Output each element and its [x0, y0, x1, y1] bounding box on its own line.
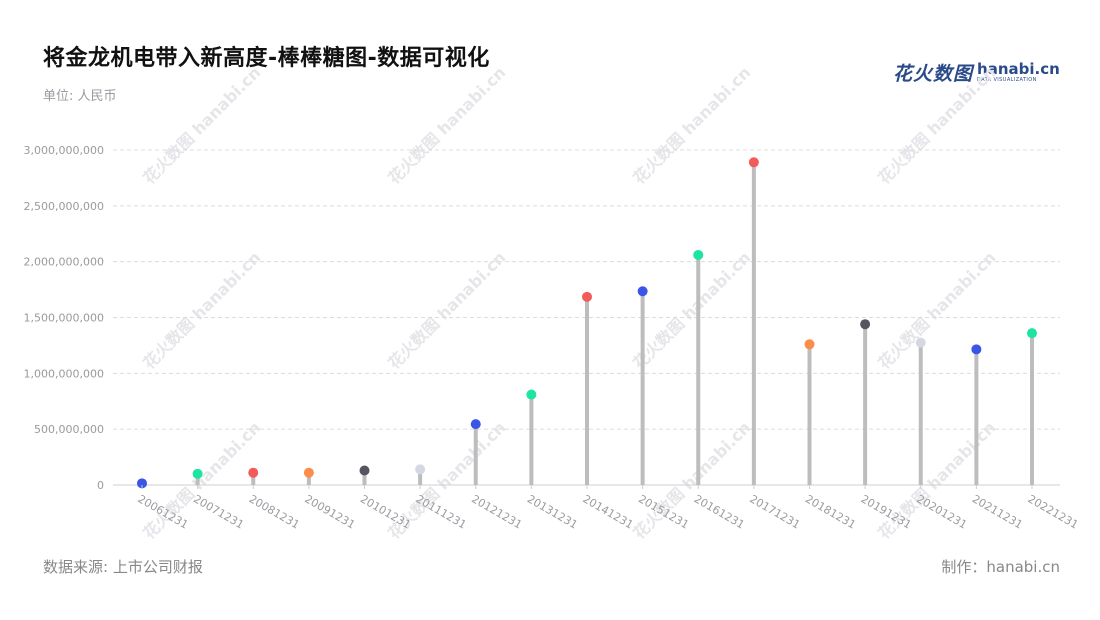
- watermark-mark: 花火数图 hanabi.cn: [384, 248, 509, 373]
- lollipop-dot: [359, 465, 370, 476]
- lollipop-dots: [137, 157, 1037, 489]
- lollipop-dot: [860, 319, 871, 330]
- y-tick-label: 3,000,000,000: [24, 144, 104, 157]
- lollipop-dot: [526, 389, 537, 400]
- x-tick-label: 20171231: [747, 492, 802, 531]
- lollipop-dot: [748, 157, 759, 168]
- lollipop-dot: [637, 286, 648, 297]
- logo-cn-text: 花火数图: [893, 62, 974, 85]
- x-tick-label: 20081231: [247, 492, 302, 531]
- lollipop-dot: [804, 339, 815, 350]
- y-tick-label: 500,000,000: [34, 423, 104, 436]
- logo-sub-text: DATA VISUALIZATION: [977, 76, 1037, 83]
- lollipop-dot: [582, 291, 592, 302]
- lollipop-dot: [192, 468, 203, 479]
- watermark-mark: 花火数图 hanabi.cn: [629, 63, 754, 188]
- lollipop-dot: [1027, 328, 1037, 339]
- lollipop-dot: [915, 337, 926, 348]
- unit-label: 单位: 人民币: [43, 89, 117, 104]
- watermark-mark: 花火数图 hanabi.cn: [384, 63, 509, 188]
- brand-logo: 花火数图 hanabi.cn DATA VISUALIZATION: [893, 56, 1060, 88]
- grid-lines: [113, 149, 1060, 430]
- watermark-layer: 花火数图 hanabi.cn 花火数图 hanabi.cn 花火数图 hanabi.…: [139, 63, 999, 543]
- x-tick-label: 20121231: [469, 492, 524, 531]
- lollipop-dot: [693, 249, 704, 260]
- y-tick-label: 2,500,000,000: [24, 200, 104, 213]
- x-tick-label: 20131231: [525, 492, 580, 531]
- logo-en-block: hanabi.cn DATA VISUALIZATION: [977, 59, 1060, 83]
- watermark-mark: 花火数图 hanabi.cn: [139, 248, 264, 373]
- x-tick-label: 20141231: [581, 492, 636, 531]
- x-tick-label: 20211231: [970, 492, 1025, 531]
- y-tick-label: 1,000,000,000: [24, 367, 104, 380]
- data-source-note: 数据来源: 上市公司财报: [43, 558, 203, 576]
- x-tick-label: 20201231: [914, 492, 969, 531]
- x-tick-label: 20161231: [692, 492, 747, 531]
- watermark-mark: 花火数图 hanabi.cn: [139, 418, 264, 543]
- lollipop-dot: [303, 467, 314, 478]
- lollipop-dot: [971, 344, 982, 355]
- lollipop-dot: [248, 467, 259, 478]
- maker-credit: 制作：hanabi.cn: [941, 558, 1060, 576]
- x-tick-label: 20091231: [302, 492, 357, 531]
- watermark-mark: 花火数图 hanabi.cn: [139, 63, 264, 188]
- x-tick-label: 20181231: [803, 492, 858, 531]
- watermark-mark: 花火数图 hanabi.cn: [874, 418, 999, 543]
- x-tick-label: 20071231: [191, 492, 246, 531]
- y-tick-label: 0: [97, 479, 104, 492]
- lollipop-dot: [137, 478, 147, 489]
- chart-title: 将金龙机电带入新高度-棒棒糖图-数据可视化: [43, 46, 490, 71]
- y-tick-label: 2,000,000,000: [24, 256, 104, 269]
- watermark-mark: 花火数图 hanabi.cn: [874, 63, 999, 188]
- lollipop-stems: [140, 162, 1034, 485]
- x-axis-ticks: 20061231 20071231 20081231 20091231 20101231…: [136, 485, 1081, 532]
- lollipop-dot: [415, 464, 426, 475]
- x-tick-label: 20221231: [1026, 492, 1081, 531]
- lollipop-dot: [470, 419, 481, 430]
- watermark-mark: 花火数图 hanabi.cn: [874, 248, 999, 373]
- logo-en-text: hanabi.cn: [977, 59, 1060, 78]
- y-tick-label: 1,500,000,000: [24, 312, 104, 325]
- watermark-mark: 花火数图 hanabi.cn: [629, 248, 754, 373]
- y-axis-ticks: 0 500,000,000 1,000,000,000 1,500,000,000 2,…: [24, 144, 104, 492]
